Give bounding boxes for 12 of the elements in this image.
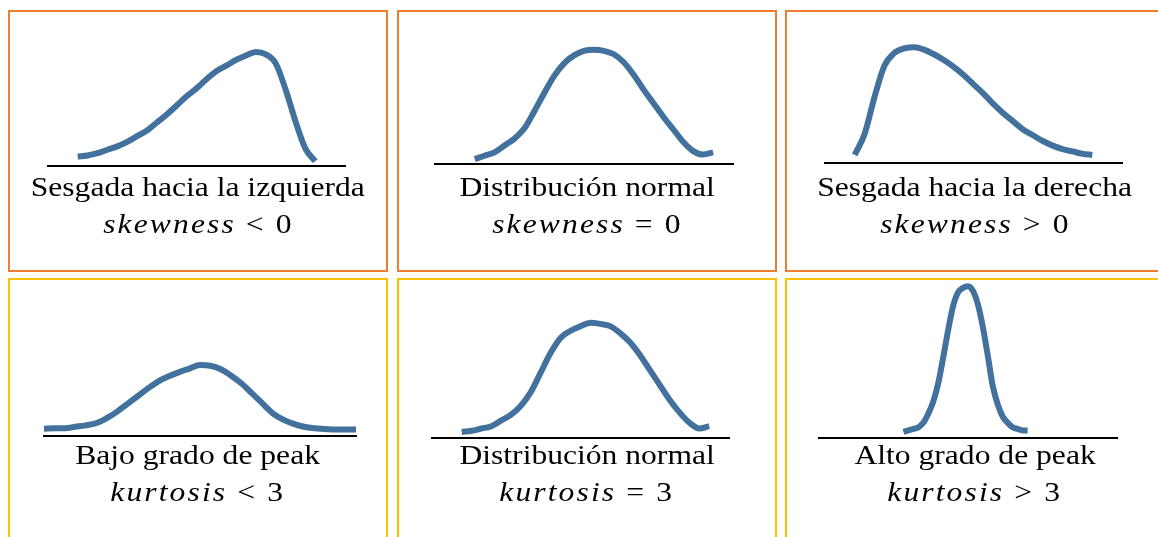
x-axis-title: Distribución normal <box>459 172 715 202</box>
x-axis-title: Sesgada hacia la derecha <box>817 172 1133 202</box>
text: kurtosis > 3 <box>887 477 1063 507</box>
text: skewness = 0 <box>491 209 683 239</box>
x-axis-title: Bajo grado de peak <box>75 440 321 470</box>
text: kurtosis < 3 <box>110 477 286 507</box>
text: skewness > 0 <box>879 209 1071 239</box>
x-axis-title: Sesgada hacia la izquierda <box>30 172 366 202</box>
x-axis-title: Distribución normal <box>459 440 715 470</box>
text: skewness < 0 <box>102 209 294 239</box>
text: kurtosis = 3 <box>499 477 675 507</box>
x-axis-title: Alto grado de peak <box>854 440 1096 470</box>
